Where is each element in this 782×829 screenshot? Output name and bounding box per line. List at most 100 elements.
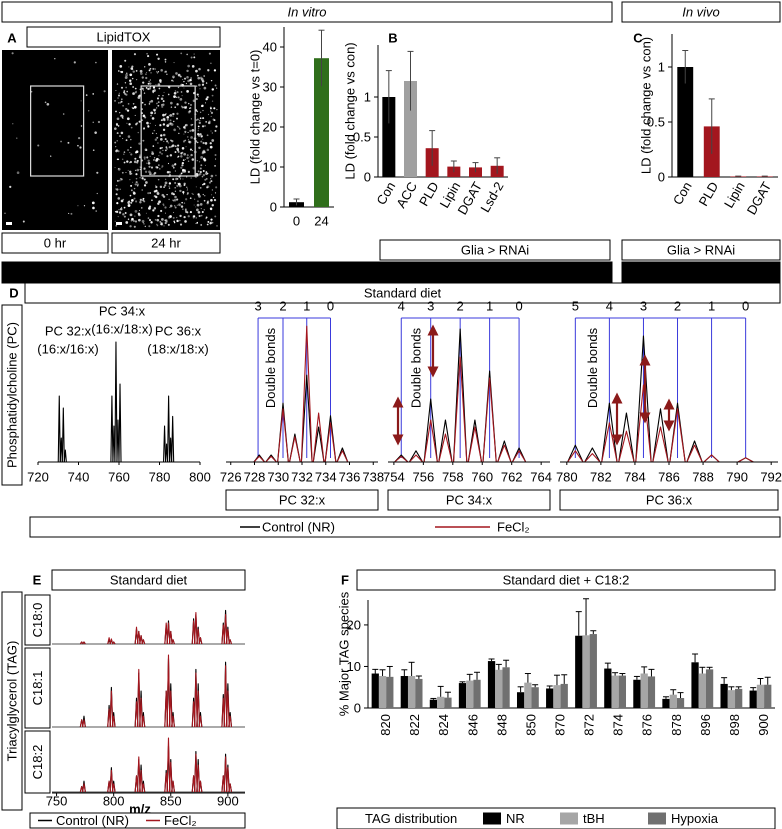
speckle	[155, 159, 158, 162]
image-title: LipidTOX	[97, 30, 151, 45]
speckle	[169, 204, 173, 208]
spectrum-peak	[139, 697, 143, 728]
speckle	[210, 79, 213, 82]
speckle	[145, 71, 148, 74]
speckle	[204, 142, 208, 145]
speckle	[185, 186, 188, 189]
speckle	[191, 192, 193, 195]
speckle	[174, 186, 176, 189]
speckle	[196, 200, 199, 203]
speckle	[171, 164, 175, 168]
speckle	[165, 146, 167, 148]
x-tick-label: 758	[442, 470, 464, 485]
speckle	[116, 179, 119, 182]
speckle	[164, 219, 166, 221]
spectrum-peak	[171, 715, 175, 728]
legend-swatch	[483, 812, 501, 825]
speckle	[189, 103, 193, 106]
legend-label: NR	[506, 811, 525, 826]
spectrum-peak	[63, 449, 67, 463]
speckle	[152, 86, 156, 89]
speckle	[114, 211, 117, 213]
speckle	[115, 110, 117, 112]
speckle	[127, 102, 130, 105]
speckle	[157, 104, 160, 107]
speckle	[205, 97, 208, 101]
speckle	[131, 77, 134, 80]
speckle	[129, 79, 132, 82]
double-bond-count: 4	[398, 299, 405, 314]
speckle	[125, 72, 128, 75]
speckle	[214, 199, 216, 201]
speckle	[171, 192, 174, 195]
speckle	[176, 204, 178, 206]
speckle	[162, 149, 164, 151]
speckle	[179, 214, 182, 218]
speckle	[205, 216, 208, 219]
speckle	[128, 123, 131, 126]
speckle	[136, 159, 139, 162]
x-axis-label: Glia > RNAi	[461, 243, 529, 258]
speckle	[120, 114, 122, 117]
speckle	[134, 169, 137, 172]
spectrum-peak	[652, 408, 669, 463]
speckle	[210, 178, 212, 180]
speckle	[119, 65, 123, 68]
spectrum-peak	[438, 419, 453, 463]
speckle	[133, 105, 137, 109]
bar	[382, 97, 396, 177]
speckle	[193, 53, 195, 55]
spectrum-peak	[300, 374, 313, 463]
bar	[458, 683, 467, 708]
speckle	[195, 69, 198, 73]
speckle	[196, 110, 199, 113]
speckle	[143, 178, 146, 181]
speckle	[120, 131, 124, 135]
speckle	[205, 179, 207, 181]
speckle	[119, 177, 122, 180]
spectrum-peak	[312, 412, 325, 463]
speckle	[67, 141, 70, 144]
x-tick-label: 780	[556, 470, 578, 485]
speckle	[161, 218, 164, 221]
spectrum-peak	[141, 783, 146, 793]
spectrum-peak	[618, 412, 635, 463]
legend-label: Control (NR)	[56, 813, 129, 828]
spectrum-peak	[82, 641, 86, 645]
speckle	[134, 183, 137, 186]
speckle	[148, 63, 151, 66]
speckle	[172, 216, 175, 219]
speckle	[136, 168, 140, 172]
speckle	[175, 96, 178, 98]
speckle	[147, 162, 151, 165]
speckle	[182, 208, 184, 210]
speckle	[162, 133, 166, 137]
speckle	[164, 181, 168, 185]
speckle	[138, 213, 141, 217]
y-tick-label: 0.5	[353, 130, 371, 145]
speckle	[196, 203, 200, 207]
speckle	[153, 89, 156, 92]
x-tick-label: 780	[149, 470, 171, 485]
speckle	[169, 154, 173, 157]
speckle	[139, 200, 142, 204]
speckle	[161, 105, 164, 108]
spectrum-peak	[336, 450, 349, 463]
speckle	[190, 123, 193, 127]
bar	[756, 684, 765, 708]
speckle	[145, 181, 148, 184]
speckle	[138, 120, 141, 123]
speckle	[179, 223, 183, 226]
speckle	[189, 197, 192, 200]
speckle	[198, 161, 201, 163]
spectrum-peak	[265, 455, 277, 463]
speckle	[142, 139, 145, 142]
speckle	[142, 89, 145, 91]
speckle	[166, 170, 170, 174]
speckle	[199, 187, 202, 189]
speckle	[214, 192, 217, 194]
speckle	[126, 160, 129, 163]
x-tick-label: 756	[412, 470, 434, 485]
speckle	[208, 70, 210, 72]
